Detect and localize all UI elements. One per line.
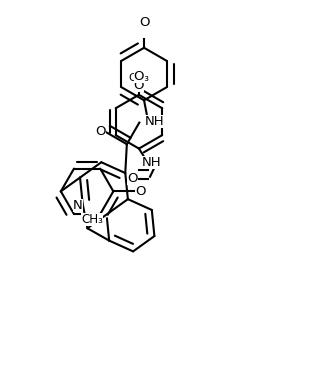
Text: O: O (127, 172, 138, 185)
Text: O: O (135, 185, 145, 198)
Text: O: O (95, 125, 106, 138)
Text: CH₃: CH₃ (129, 73, 149, 83)
Text: O: O (134, 80, 144, 93)
Text: NH: NH (142, 156, 161, 169)
Text: N: N (73, 199, 83, 212)
Text: O: O (134, 70, 144, 83)
Text: O: O (139, 16, 149, 29)
Text: NH: NH (145, 116, 165, 129)
Text: CH₃: CH₃ (81, 214, 103, 227)
